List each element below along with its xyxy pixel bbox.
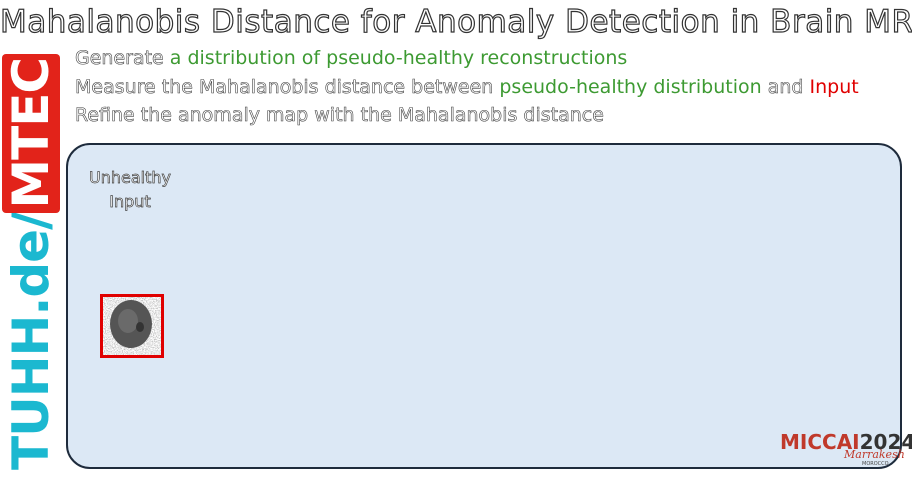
- bullet: Refine the anomaly map with the Mahalano…: [75, 101, 859, 130]
- slide-title: Mahalanobis Distance for Anomaly Detecti…: [0, 3, 912, 40]
- conference-country: MOROCCO: [862, 461, 889, 467]
- conference-name: MICCAI: [780, 430, 860, 454]
- conference-year: 2024: [859, 430, 912, 454]
- conference-logo: MICCAI2024 Marrakesh MOROCCO: [780, 430, 912, 467]
- input-label: Unhealthy Input: [89, 168, 172, 212]
- bullet-segment: Refine the anomaly map with the Mahalano…: [75, 104, 605, 127]
- mri-input-image: [100, 294, 164, 358]
- bullet-segment: Measure the Mahalanobis distance between: [75, 75, 500, 98]
- tuhh-logo: TUHH.de/MTEC: [2, 53, 60, 470]
- logo-suffix: MTEC: [2, 53, 60, 213]
- conference-city: Marrakesh: [844, 448, 905, 461]
- bullet-segment: pseudo-healthy distribution: [499, 75, 762, 98]
- bullet-segment: Input: [809, 75, 859, 98]
- bullet-segment: and: [761, 75, 810, 98]
- logo-prefix: TUHH.de/: [2, 212, 60, 470]
- bullet: Measure the Mahalanobis distance between…: [75, 73, 859, 102]
- bullet-segment: a distribution of pseudo-healthy reconst…: [169, 47, 628, 69]
- bullet-segment: Generate: [75, 47, 170, 70]
- bullet-list: Generate a distribution of pseudo-health…: [75, 44, 859, 130]
- bullet: Generate a distribution of pseudo-health…: [75, 44, 859, 73]
- diagram-panel: [66, 143, 902, 469]
